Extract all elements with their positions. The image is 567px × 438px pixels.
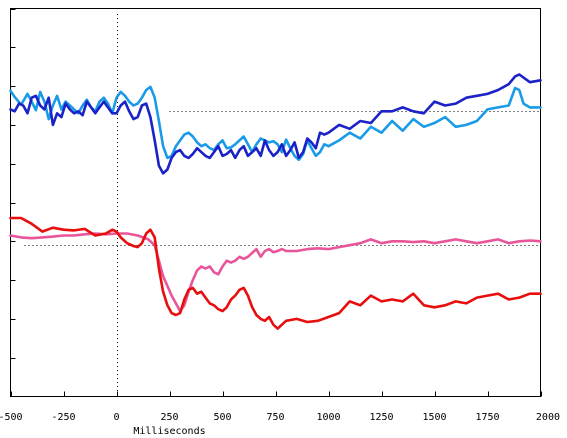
- series-line-3: [9, 232, 542, 313]
- x-tick-label: 750: [266, 412, 284, 423]
- x-tick-labels: -500 -250 0 250 500 750 1000 1250 1500 1750 2000: [0, 412, 560, 423]
- x-tick-label: 1750: [475, 412, 499, 423]
- series-layer: [9, 73, 542, 330]
- x-tick-label: 1250: [369, 412, 393, 423]
- y-axis-ticks: [10, 9, 16, 359]
- baselines: [24, 111, 541, 246]
- series-line-1: [9, 85, 542, 162]
- x-tick-label: 1500: [422, 412, 446, 423]
- series-line-2: [9, 73, 542, 175]
- series-line-4: [9, 216, 542, 330]
- x-tick-label: -500: [0, 412, 23, 423]
- x-tick-label: 0: [113, 412, 119, 423]
- plot-frame: [10, 8, 541, 397]
- x-axis-ticks: [11, 391, 542, 397]
- x-tick-label: -250: [51, 412, 75, 423]
- x-tick-label: 2000: [536, 412, 560, 423]
- x-tick-label: 500: [213, 412, 231, 423]
- x-axis-title: Milliseconds: [133, 426, 205, 437]
- x-tick-label: 1000: [316, 412, 340, 423]
- x-tick-label: 250: [160, 412, 178, 423]
